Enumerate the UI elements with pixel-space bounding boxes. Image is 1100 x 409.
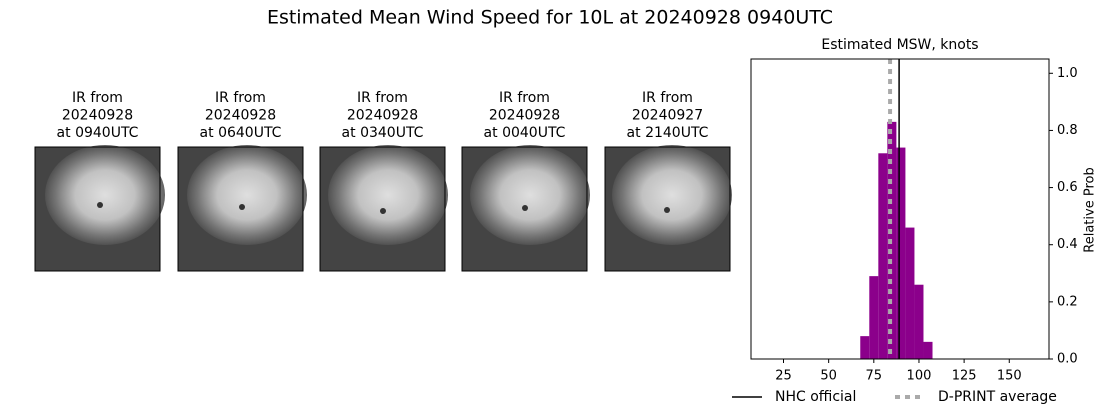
image-frame — [177, 146, 304, 272]
bar — [896, 147, 906, 359]
panel-label: IR from — [357, 90, 408, 106]
cloud — [470, 145, 590, 245]
image-frame — [34, 146, 161, 272]
panel-label: IR from — [215, 90, 266, 106]
bar — [860, 336, 870, 359]
bar — [914, 284, 924, 359]
bar — [905, 227, 915, 359]
y-tick-label: 0.2 — [1057, 294, 1078, 309]
panel-label: 20240928 — [489, 108, 560, 124]
legend-label: NHC official — [775, 389, 856, 405]
x-tick-label: 50 — [820, 369, 837, 384]
storm-eye — [522, 205, 528, 211]
panel-label: 20240928 — [205, 108, 276, 124]
y-tick-label: 0.8 — [1057, 123, 1078, 138]
figure-title: Estimated Mean Wind Speed for 10L at 202… — [267, 7, 833, 29]
legend-label: D-PRINT average — [938, 389, 1057, 405]
storm-eye — [664, 207, 670, 213]
panel-label: 20240928 — [347, 108, 418, 124]
bar — [869, 276, 879, 359]
y-tick-label: 0.6 — [1057, 180, 1078, 195]
image-frame — [319, 146, 446, 272]
x-tick-label: 150 — [997, 369, 1022, 384]
panel-label: IR from — [72, 90, 123, 106]
image-frame — [461, 146, 588, 272]
storm-eye — [239, 204, 245, 210]
cloud — [45, 145, 165, 245]
storm-eye — [97, 202, 103, 208]
y-tick-label: 0.0 — [1057, 352, 1078, 367]
y-tick-label: 0.4 — [1057, 237, 1078, 252]
panel-label: 20240928 — [62, 108, 133, 124]
cloud — [328, 145, 448, 245]
x-tick-label: 125 — [952, 369, 977, 384]
x-tick-label: 100 — [907, 369, 932, 384]
panel-label: IR from — [642, 90, 693, 106]
panel-label: 20240927 — [632, 108, 703, 124]
panel-label: at 0040UTC — [484, 125, 566, 141]
bar — [923, 341, 933, 359]
x-tick-label: 25 — [775, 369, 792, 384]
y-axis-label: Relative Prob — [1083, 167, 1098, 252]
chart-title: Estimated MSW, knots — [821, 37, 978, 53]
storm-eye — [380, 208, 386, 214]
panel-label: at 0340UTC — [342, 125, 424, 141]
y-tick-label: 1.0 — [1057, 66, 1078, 81]
plot-frame — [750, 58, 1050, 360]
bar — [878, 153, 888, 359]
image-frame — [604, 146, 731, 272]
panel-label: at 0640UTC — [200, 125, 282, 141]
x-tick-label: 75 — [866, 369, 883, 384]
panel-label: at 0940UTC — [57, 125, 139, 141]
cloud — [187, 145, 307, 245]
cloud — [612, 145, 732, 245]
panel-label: IR from — [499, 90, 550, 106]
panel-label: at 2140UTC — [627, 125, 709, 141]
